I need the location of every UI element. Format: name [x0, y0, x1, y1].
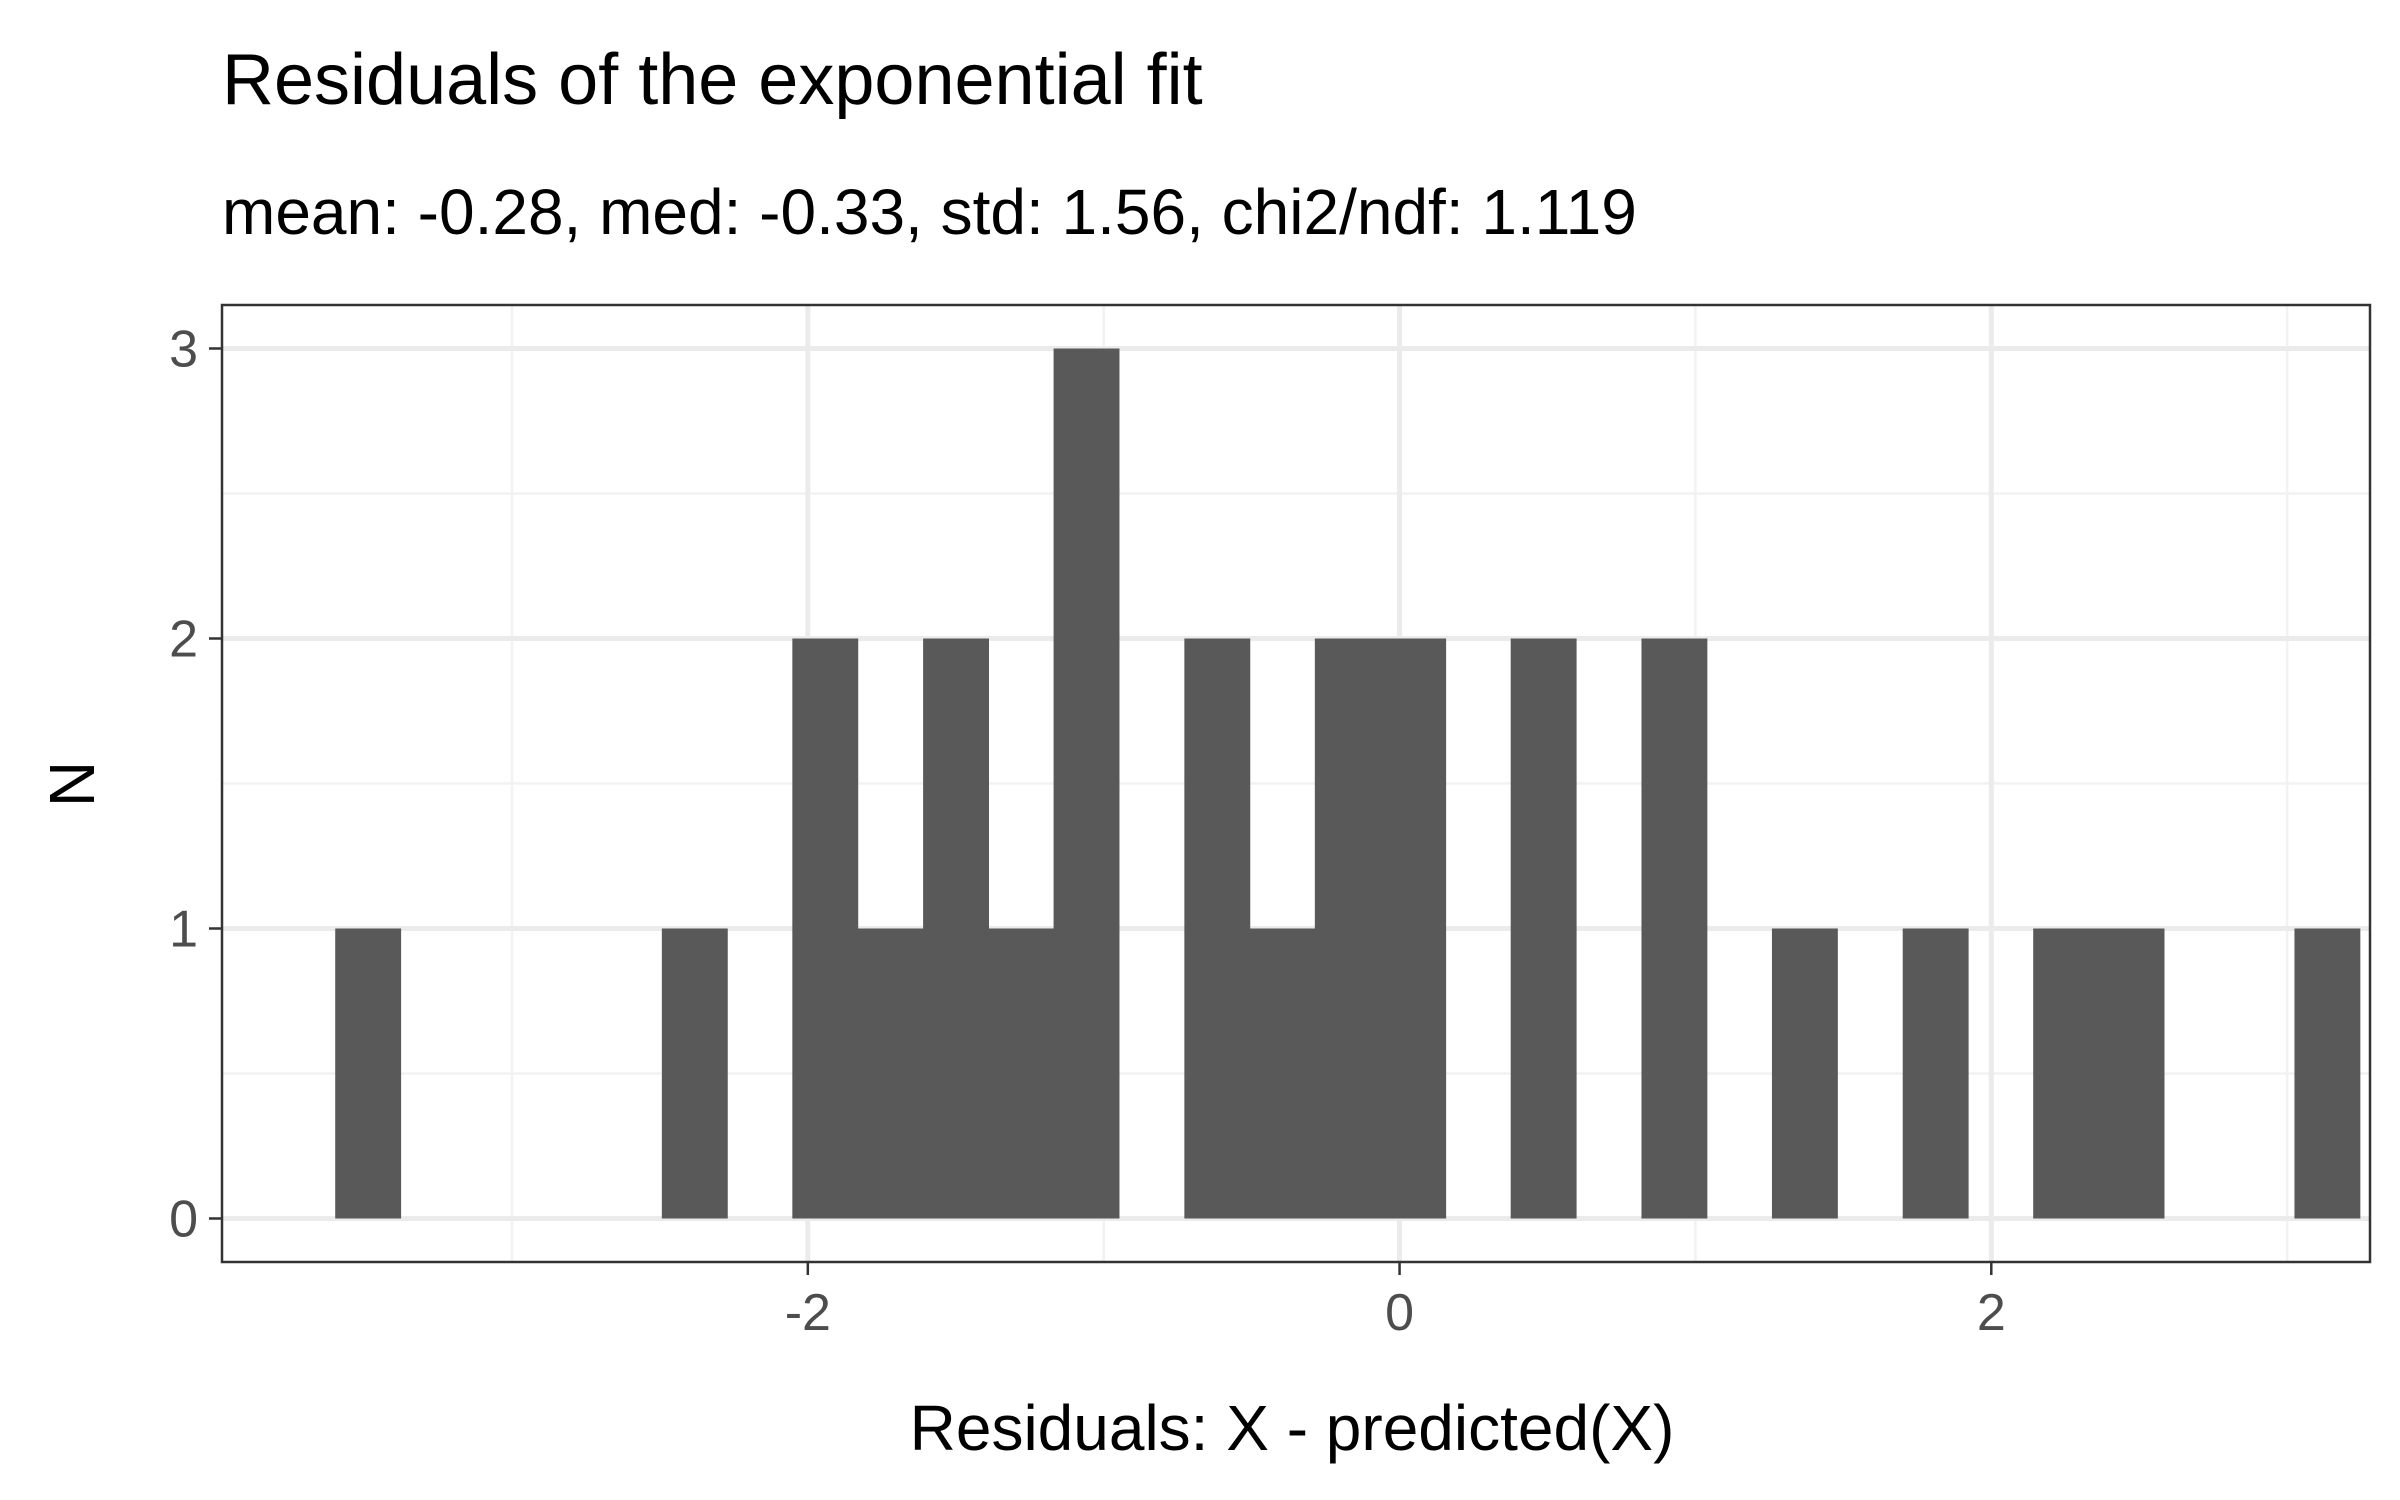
histogram-bar — [1641, 638, 1708, 1219]
y-tick-label: 1 — [169, 901, 198, 959]
histogram-bar — [2033, 928, 2100, 1219]
histogram-bar — [1902, 928, 1969, 1219]
histogram-bar — [1771, 928, 1838, 1219]
axes: -2 0 2 0 1 2 3 — [169, 321, 2006, 1343]
y-tick-label: 3 — [169, 321, 198, 379]
histogram-bar — [335, 928, 402, 1219]
histogram-bar — [1249, 928, 1316, 1219]
histogram-bar — [988, 928, 1055, 1219]
histogram-bar — [1184, 638, 1251, 1219]
y-tick-label: 2 — [169, 611, 198, 669]
histogram-bar — [1380, 638, 1447, 1219]
x-tick-label: -2 — [785, 1284, 831, 1342]
chart-subtitle: mean: -0.28, med: -0.33, std: 1.56, chi2… — [222, 176, 1637, 248]
y-tick-label: 0 — [169, 1191, 198, 1249]
histogram-bar — [1053, 348, 1120, 1219]
histogram-bar — [792, 638, 859, 1219]
y-axis-title: N — [36, 761, 108, 807]
histogram-bar — [923, 638, 990, 1219]
histogram-bar — [661, 928, 728, 1219]
x-axis-title: Residuals: X - predicted(X) — [910, 1392, 1675, 1464]
histogram-bar — [857, 928, 924, 1219]
histogram-bar — [2098, 928, 2165, 1219]
x-tick-label: 0 — [1385, 1284, 1414, 1342]
histogram-bars — [335, 348, 2361, 1219]
x-tick-label: 2 — [1977, 1284, 2006, 1342]
plot-panel-border — [220, 303, 2372, 1264]
chart-title: Residuals of the exponential fit — [222, 40, 1203, 120]
histogram-bar — [2294, 928, 2361, 1219]
grid-lines — [222, 305, 2370, 1262]
histogram-bar — [1314, 638, 1381, 1219]
histogram-bar — [1510, 638, 1577, 1219]
